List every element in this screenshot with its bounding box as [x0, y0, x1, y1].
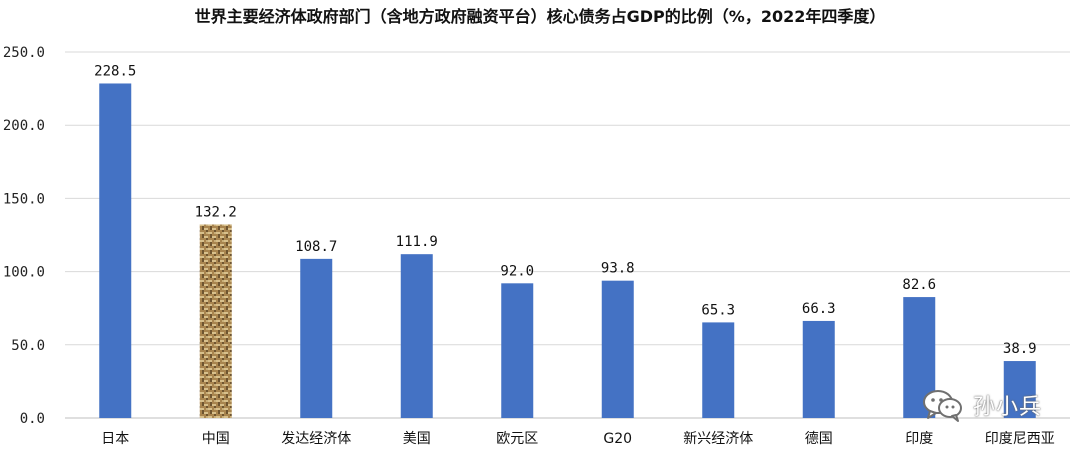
bar [1003, 361, 1036, 418]
bar [702, 322, 735, 418]
category-label: 德国 [805, 431, 833, 447]
category-label: 欧元区 [496, 431, 538, 447]
data-label: 82.6 [902, 277, 936, 293]
category-label: 发达经济体 [281, 431, 351, 447]
data-label: 66.3 [802, 301, 836, 317]
category-label: 新兴经济体 [683, 431, 753, 447]
data-label: 92.0 [500, 263, 534, 279]
bars [99, 83, 1036, 418]
data-label: 65.3 [701, 302, 735, 318]
data-labels: 228.5 132.2 108.7 111.9 92.0 93.8 65.3 66.3 82.6… [94, 63, 1036, 357]
x-axis-category-labels: 日本 中国 发达经济体 美国 欧元区 G20 新兴经济体 德国 印度 印度尼西亚 [101, 431, 1055, 447]
data-label: 228.5 [94, 63, 136, 79]
bar [400, 254, 433, 418]
data-label: 111.9 [396, 234, 438, 250]
bar [501, 283, 534, 418]
gridlines [65, 51, 1070, 419]
watermark: 孙小兵 [921, 387, 1042, 423]
y-axis-tick-labels: 0.0 50.0 100.0 150.0 200.0 250.0 [3, 45, 45, 427]
bar [802, 320, 835, 418]
category-label: 中国 [202, 431, 230, 447]
bar [300, 258, 333, 418]
category-label: 美国 [403, 431, 431, 447]
y-tick-label: 200.0 [3, 118, 45, 134]
bar [99, 83, 132, 418]
data-label: 108.7 [295, 239, 337, 255]
y-tick-label: 250.0 [3, 45, 45, 61]
bar [601, 280, 634, 418]
y-tick-label: 150.0 [3, 191, 45, 207]
chart-title: 世界主要经济体政府部门（含地方政府融资平台）核心债务占GDP的比例（%，2022… [195, 7, 886, 26]
y-tick-label: 100.0 [3, 265, 45, 281]
wechat-icon [922, 390, 962, 422]
y-tick-label: 50.0 [11, 338, 45, 354]
bar-highlight [199, 224, 232, 418]
category-label: 印度 [905, 431, 933, 447]
category-label: 日本 [101, 431, 129, 447]
watermark-text: 孙小兵 [972, 395, 1042, 420]
category-label: 印度尼西亚 [985, 431, 1055, 447]
data-label: 132.2 [195, 204, 237, 220]
category-label: G20 [603, 431, 632, 447]
data-label: 38.9 [1003, 341, 1037, 357]
y-tick-label: 0.0 [20, 411, 45, 427]
data-label: 93.8 [601, 261, 635, 277]
